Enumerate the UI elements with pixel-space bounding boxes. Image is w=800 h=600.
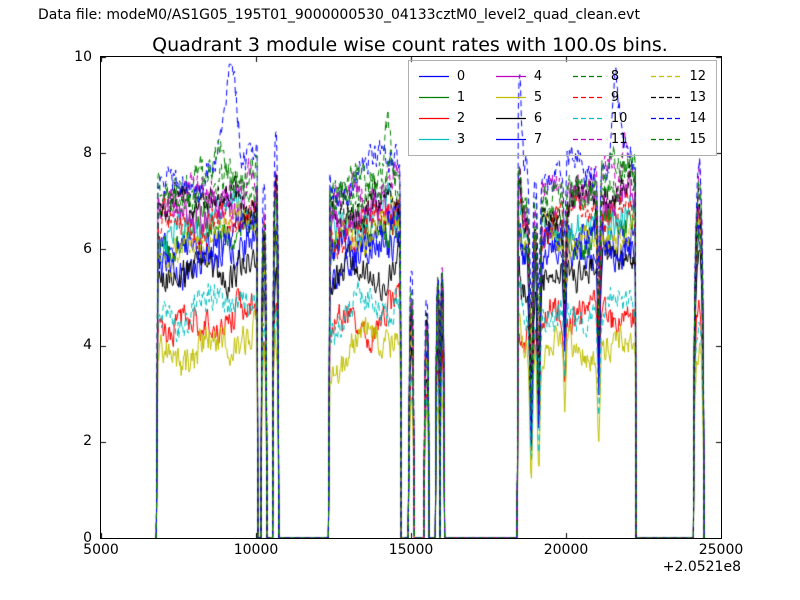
legend-label: 4 xyxy=(533,69,543,84)
legend-line-sample xyxy=(418,117,449,120)
chart-canvas xyxy=(101,57,721,538)
y-tick-label: 0 xyxy=(83,529,92,546)
legend-entry-12: 12 xyxy=(651,69,706,84)
legend-line-sample xyxy=(418,138,449,141)
legend-label: 6 xyxy=(533,111,543,126)
plot-area: 0 1 2 3 4 5 6 7 8 9 10 11 12 13 14 15 xyxy=(100,56,722,539)
legend-entry-6: 6 xyxy=(495,111,549,126)
legend-label: 1 xyxy=(456,90,466,105)
legend-line-sample xyxy=(572,117,603,120)
legend-label: 7 xyxy=(533,132,543,147)
x-tick-label: 5000 xyxy=(83,542,119,558)
legend: 0 1 2 3 4 5 6 7 8 9 10 11 12 13 14 15 xyxy=(407,60,717,156)
legend-line-sample xyxy=(572,96,603,99)
legend-entry-2: 2 xyxy=(418,111,472,126)
legend-line-sample xyxy=(651,75,682,78)
legend-line-sample xyxy=(651,138,682,141)
legend-label: 2 xyxy=(456,111,466,126)
legend-label: 13 xyxy=(689,90,706,105)
legend-entry-0: 0 xyxy=(418,69,472,84)
legend-label: 14 xyxy=(689,111,706,126)
legend-label: 0 xyxy=(456,69,466,84)
legend-line-sample xyxy=(651,117,682,120)
legend-entry-15: 15 xyxy=(651,132,706,147)
x-axis-offset-label: +2.0521e8 xyxy=(662,559,741,575)
legend-label: 15 xyxy=(689,132,706,147)
y-tick-label: 4 xyxy=(83,337,92,354)
legend-label: 3 xyxy=(456,132,466,147)
data-file-label: Data file: modeM0/AS1G05_195T01_90000005… xyxy=(38,7,640,23)
legend-label: 12 xyxy=(689,69,706,84)
legend-label: 8 xyxy=(610,69,620,84)
legend-entry-14: 14 xyxy=(651,111,706,126)
legend-label: 9 xyxy=(610,90,620,105)
legend-line-sample xyxy=(418,96,449,99)
legend-label: 5 xyxy=(533,90,543,105)
legend-entry-1: 1 xyxy=(418,90,472,105)
x-tick-label: 25000 xyxy=(698,542,744,558)
legend-line-sample xyxy=(495,138,526,141)
legend-line-sample xyxy=(651,96,682,99)
legend-entry-11: 11 xyxy=(572,132,628,147)
legend-entry-9: 9 xyxy=(572,90,628,105)
x-tick-label: 20000 xyxy=(543,542,589,558)
y-tick-label: 8 xyxy=(83,144,92,161)
legend-entry-4: 4 xyxy=(495,69,549,84)
legend-label: 10 xyxy=(610,111,628,126)
chart-title: Quadrant 3 module wise count rates with … xyxy=(152,34,668,56)
legend-entry-8: 8 xyxy=(572,69,628,84)
legend-entry-13: 13 xyxy=(651,90,706,105)
legend-line-sample xyxy=(495,75,526,78)
legend-line-sample xyxy=(572,75,603,78)
legend-label: 11 xyxy=(610,132,628,147)
y-tick-label: 6 xyxy=(83,240,92,257)
y-tick-label: 2 xyxy=(83,433,92,450)
legend-line-sample xyxy=(495,117,526,120)
legend-line-sample xyxy=(495,96,526,99)
y-tick-label: 10 xyxy=(74,48,92,65)
legend-entry-3: 3 xyxy=(418,132,472,147)
x-tick-label: 15000 xyxy=(388,542,434,558)
legend-entry-7: 7 xyxy=(495,132,549,147)
legend-entry-10: 10 xyxy=(572,111,628,126)
legend-entry-5: 5 xyxy=(495,90,549,105)
legend-line-sample xyxy=(418,75,449,78)
legend-line-sample xyxy=(572,138,603,141)
x-tick-label: 10000 xyxy=(233,542,279,558)
